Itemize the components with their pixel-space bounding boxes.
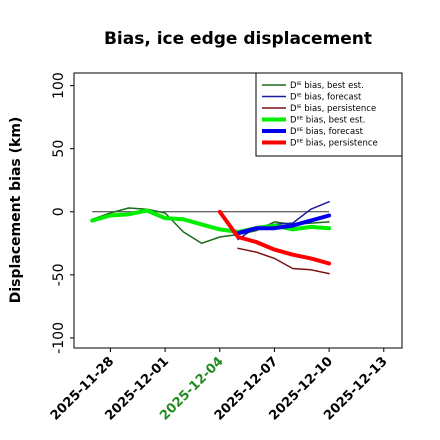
y-tick-label: 0 — [51, 207, 67, 216]
series-line-2 — [237, 247, 330, 275]
legend: Dᴵᴱ bias, best est. Dᴵᴱ bias, forecastDᴵᴱ… — [255, 72, 403, 157]
plot-frame — [73, 72, 403, 349]
y-tick-label: -100 — [51, 322, 67, 354]
legend-entry: Dᴵᴵᴱ bias, best est. — [290, 116, 365, 126]
legend-entry: Dᴵᴵᴱ bias, persistence — [290, 139, 378, 149]
y-axis-label: Displacement bias (km) — [8, 117, 24, 304]
legend-entry: Dᴵᴱ bias, best est. — [290, 81, 364, 91]
series-line-3 — [90, 208, 332, 234]
y-tick-label: 50 — [51, 140, 67, 158]
legend-entry: Dᴵᴵᴱ bias, forecast — [290, 127, 364, 137]
chart-title: Bias, ice edge displacement — [104, 29, 372, 49]
legend-entry: Dᴵᴱ bias, persistence — [290, 104, 376, 114]
series-line-4 — [236, 213, 332, 236]
y-tick-label: -50 — [51, 263, 67, 286]
legend-entry: Dᴵᴱ bias, forecast — [290, 93, 362, 103]
y-tick-label: 100 — [51, 72, 67, 99]
series-line-5 — [217, 209, 332, 266]
